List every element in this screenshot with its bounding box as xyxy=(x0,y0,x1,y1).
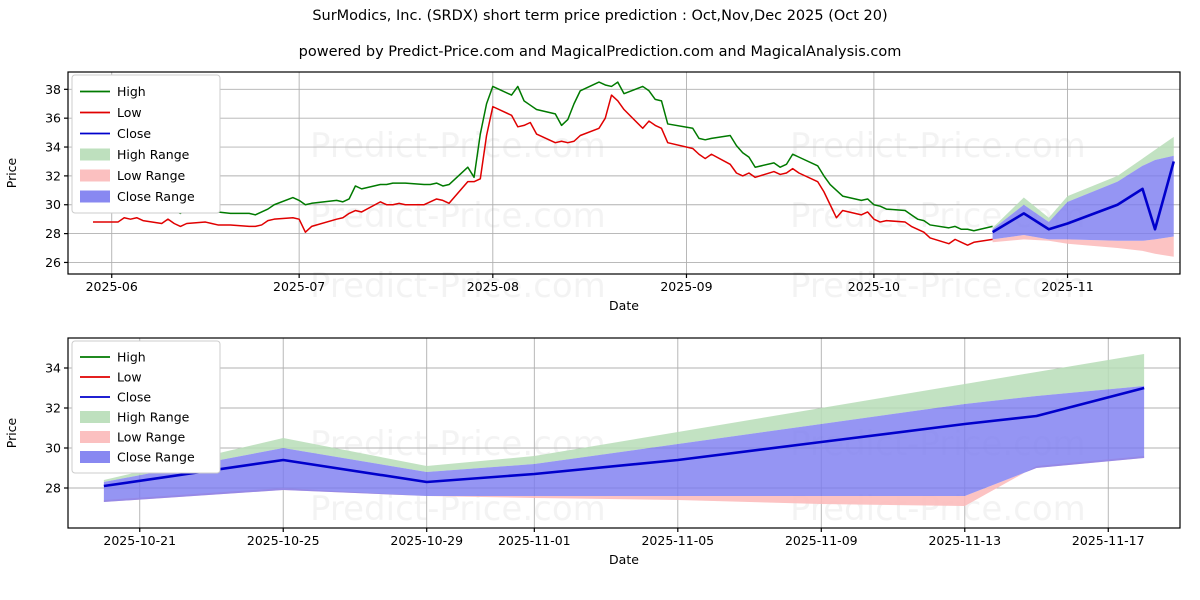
y-tick-label: 36 xyxy=(45,111,61,126)
x-tick-label: 2025-11-17 xyxy=(1072,533,1145,548)
legend-item-label: Close xyxy=(117,390,151,405)
x-tick-label: 2025-11-05 xyxy=(641,533,714,548)
x-tick-label: 2025-10 xyxy=(848,279,900,294)
y-tick-label: 32 xyxy=(45,168,61,183)
chart-legend: High Low Close High Range Low Range Close Ran… xyxy=(71,340,221,474)
top-chart-panel: Predict-Price.com Predict-Price.com Predic… xyxy=(0,62,1200,320)
watermark-text: Predict-Price.com xyxy=(310,126,606,166)
legend-item[interactable]: Close Range xyxy=(80,189,195,204)
low-line xyxy=(92,94,993,246)
legend-item[interactable]: Close xyxy=(80,390,151,405)
watermark-text: Predict-Price.com xyxy=(790,126,1086,166)
x-tick-label: 2025-11-01 xyxy=(498,533,571,548)
gridlines xyxy=(68,72,1180,274)
x-tick-label: 2025-11-13 xyxy=(928,533,1001,548)
legend-item-label: High Range xyxy=(117,147,190,162)
chart-legend: High Low Close High Range Low Range Close Ran… xyxy=(71,74,221,214)
x-tick-label: 2025-08 xyxy=(467,279,519,294)
legend-band-swatch xyxy=(80,451,110,463)
y-tick-label: 38 xyxy=(45,82,61,97)
y-tick-label: 30 xyxy=(45,441,61,456)
legend-item-label: High xyxy=(117,84,146,99)
legend-item[interactable]: High xyxy=(80,350,146,365)
x-tick-label: 2025-09 xyxy=(660,279,712,294)
x-tick-label: 2025-10-25 xyxy=(247,533,320,548)
y-tick-label: 32 xyxy=(45,401,61,416)
x-axis-label: Date xyxy=(609,552,639,567)
watermark-layer: Predict-Price.com Predict-Price.com Predic… xyxy=(310,126,1086,306)
legend-item-label: Close Range xyxy=(117,450,195,465)
legend-item[interactable]: Close Range xyxy=(80,450,195,465)
x-tick-label: 2025-06 xyxy=(86,279,138,294)
legend-item-label: Low xyxy=(117,370,142,385)
legend-item-label: Low Range xyxy=(117,168,186,183)
legend-item[interactable]: High Range xyxy=(80,410,190,425)
axis-ticks: 26 28 30 32 34 36 38 2025-06 2025-07 2025-08 2025-… xyxy=(45,82,1094,294)
legend-band-swatch xyxy=(80,148,110,161)
x-tick-label: 2025-11-09 xyxy=(785,533,858,548)
y-axis-label: Price xyxy=(4,157,19,188)
high-line xyxy=(92,81,993,232)
low-range-band xyxy=(992,235,1174,257)
x-tick-label: 2025-07 xyxy=(273,279,325,294)
legend-band-swatch xyxy=(80,431,110,443)
legend-item[interactable]: Low xyxy=(80,370,142,385)
bottom-chart-panel: Predict-Price.comPredict-Price.comPredic… xyxy=(0,330,1200,600)
legend-item-label: High xyxy=(117,350,146,365)
watermark-text: Predict-Price.com xyxy=(790,266,1086,306)
x-axis-label: Date xyxy=(609,298,639,313)
page-subtitle: powered by Predict-Price.com and Magical… xyxy=(298,44,902,60)
x-tick-label: 2025-11 xyxy=(1041,279,1093,294)
watermark-text: Predict-Price.com xyxy=(310,196,606,236)
axes-frame xyxy=(67,71,1181,275)
legend-band-swatch xyxy=(80,411,110,423)
y-tick-label: 34 xyxy=(45,361,61,376)
close-line xyxy=(103,386,1145,488)
legend-item[interactable]: Low Range xyxy=(80,430,186,445)
plot-area xyxy=(103,354,1145,506)
x-tick-label: 2025-10-29 xyxy=(390,533,463,548)
y-tick-label: 26 xyxy=(45,255,61,270)
legend-item-label: Close Range xyxy=(117,189,195,204)
legend-item[interactable]: Close xyxy=(80,126,151,141)
plot-area xyxy=(92,81,1176,257)
y-tick-label: 30 xyxy=(45,197,61,212)
legend-band-swatch xyxy=(80,190,110,203)
y-tick-label: 34 xyxy=(45,140,61,155)
legend-item[interactable]: Low xyxy=(80,105,142,120)
legend-item[interactable]: High xyxy=(80,84,146,99)
watermark-text: Predict-Price.com xyxy=(310,266,606,306)
legend-item-label: Low Range xyxy=(117,430,186,445)
y-tick-label: 28 xyxy=(45,226,61,241)
close-range-band xyxy=(992,155,1174,241)
legend-item-label: High Range xyxy=(117,410,190,425)
legend-item[interactable]: Low Range xyxy=(80,168,186,183)
x-tick-label: 2025-10-21 xyxy=(103,533,176,548)
legend-band-swatch xyxy=(80,169,110,182)
y-tick-label: 28 xyxy=(45,481,61,496)
legend-item-label: Close xyxy=(117,126,151,141)
close-line xyxy=(991,161,1176,234)
page-title: SurModics, Inc. (SRDX) short term price … xyxy=(312,8,888,24)
legend-item-label: Low xyxy=(117,105,142,120)
y-axis-label: Price xyxy=(4,417,19,448)
axes-frame xyxy=(67,337,1181,529)
legend-item[interactable]: High Range xyxy=(80,147,190,162)
axis-ticks: 28 30 32 34 2025-10-21 2025-10-25 2025-10-29 20… xyxy=(45,361,1144,549)
